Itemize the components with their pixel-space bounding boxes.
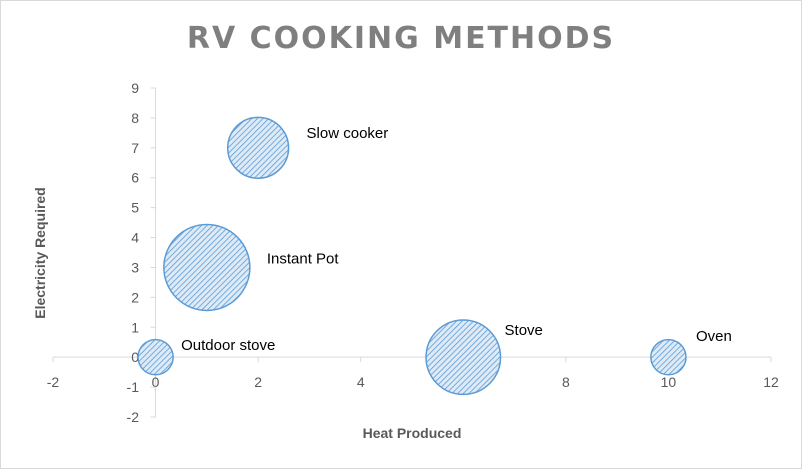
data-label: Outdoor stove xyxy=(181,337,275,354)
x-tick-label: 2 xyxy=(254,374,262,390)
chart-title: RV COOKING METHODS xyxy=(186,21,616,56)
x-tick-label: 12 xyxy=(763,374,779,390)
bubble xyxy=(650,338,687,376)
data-label: Instant Pot xyxy=(267,250,340,267)
y-tick-label: 0 xyxy=(131,349,139,365)
data-label: Stove xyxy=(505,322,543,339)
x-tick-label: 4 xyxy=(357,374,365,390)
x-axis-title: Heat Produced xyxy=(363,425,462,441)
y-tick-label: 9 xyxy=(131,80,139,96)
x-tick-label: -2 xyxy=(47,374,60,390)
bubble xyxy=(163,223,251,312)
y-tick-label: 3 xyxy=(131,259,139,275)
y-tick-label: 4 xyxy=(131,230,139,246)
y-axis-title: Electricity Required xyxy=(32,187,48,319)
x-tick-label: 0 xyxy=(152,374,160,390)
x-tick-label: 8 xyxy=(562,374,570,390)
y-tick-label: 8 xyxy=(131,110,139,126)
bubble xyxy=(425,319,502,396)
y-tick-label: -2 xyxy=(127,409,140,425)
y-tick-label: 7 xyxy=(131,140,139,156)
y-tick-label: 5 xyxy=(131,200,139,216)
x-tick-label: 10 xyxy=(661,374,677,390)
bubble xyxy=(137,338,174,376)
data-label: Slow cooker xyxy=(307,125,389,142)
y-tick-label: 2 xyxy=(131,289,139,305)
y-tick-label: -1 xyxy=(127,379,140,395)
labels-layer: Slow cooker Instant Pot Outdoor stove Stove… xyxy=(181,125,732,354)
y-tick-label: 1 xyxy=(131,319,139,335)
bubble xyxy=(226,116,290,179)
y-tick-label: 6 xyxy=(131,170,139,186)
data-label: Oven xyxy=(696,328,732,345)
bubbles-layer xyxy=(137,116,687,396)
